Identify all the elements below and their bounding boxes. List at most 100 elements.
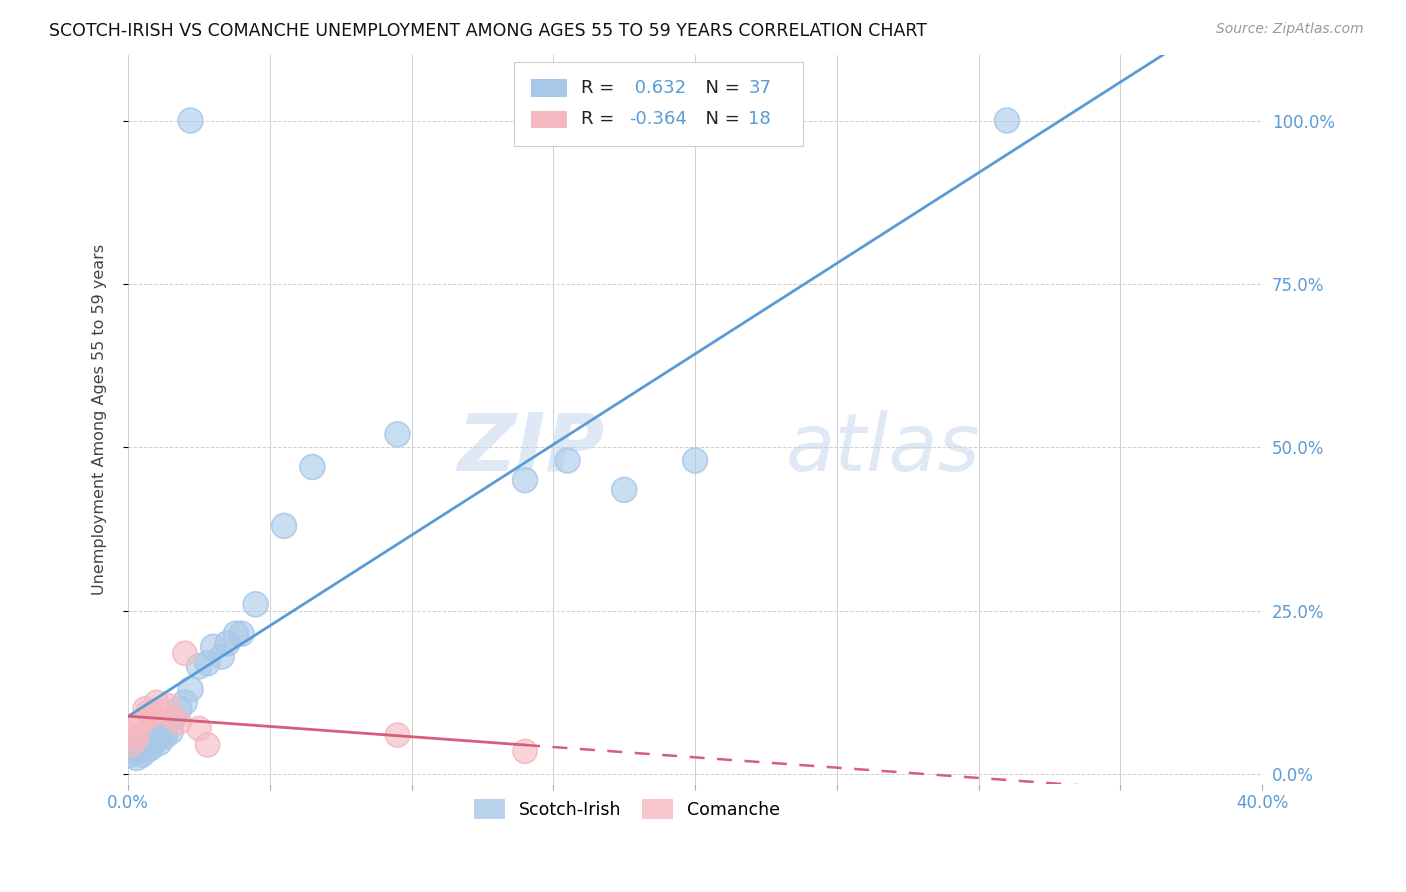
Point	[273, 519, 295, 533]
Point	[139, 708, 162, 723]
Point	[683, 453, 706, 467]
Text: atlas: atlas	[786, 409, 980, 488]
Point	[145, 695, 167, 709]
Point	[134, 738, 156, 752]
Text: SCOTCH-IRISH VS COMANCHE UNEMPLOYMENT AMONG AGES 55 TO 59 YEARS CORRELATION CHAR: SCOTCH-IRISH VS COMANCHE UNEMPLOYMENT AM…	[49, 22, 927, 40]
Point	[995, 113, 1018, 128]
Point	[128, 718, 150, 732]
FancyBboxPatch shape	[530, 79, 567, 96]
Point	[145, 695, 167, 709]
Point	[173, 695, 195, 709]
Text: 18: 18	[748, 111, 770, 128]
Point	[125, 741, 148, 756]
Point	[180, 113, 202, 128]
Point	[167, 702, 190, 716]
Point	[188, 659, 211, 673]
Point	[273, 519, 295, 533]
Point	[131, 714, 153, 729]
Text: R =: R =	[581, 79, 620, 97]
Point	[387, 728, 409, 742]
Point	[173, 646, 195, 660]
Point	[387, 728, 409, 742]
Point	[131, 714, 153, 729]
Point	[245, 597, 267, 611]
FancyBboxPatch shape	[513, 62, 803, 146]
Point	[995, 113, 1018, 128]
Point	[120, 738, 142, 752]
Point	[120, 747, 142, 762]
Point	[162, 712, 184, 726]
Point	[197, 656, 219, 670]
Point	[159, 724, 181, 739]
Point	[202, 640, 225, 654]
Point	[557, 453, 579, 467]
Point	[683, 453, 706, 467]
Point	[125, 751, 148, 765]
Text: 37: 37	[748, 79, 772, 97]
Point	[167, 714, 190, 729]
Point	[153, 730, 176, 744]
Point	[180, 682, 202, 697]
Point	[202, 640, 225, 654]
Point	[513, 744, 536, 758]
Point	[167, 702, 190, 716]
Point	[134, 738, 156, 752]
Point	[145, 731, 167, 746]
Point	[150, 728, 173, 742]
Point	[150, 705, 173, 719]
Point	[231, 626, 253, 640]
Point	[153, 730, 176, 744]
Point	[125, 731, 148, 746]
Point	[513, 744, 536, 758]
Point	[150, 728, 173, 742]
Point	[245, 597, 267, 611]
Point	[513, 473, 536, 487]
Point	[188, 722, 211, 736]
Point	[139, 741, 162, 756]
Point	[301, 460, 323, 475]
Point	[131, 747, 153, 762]
Point	[136, 705, 159, 719]
Point	[142, 734, 165, 748]
Point	[211, 649, 233, 664]
Text: 0.632: 0.632	[630, 79, 686, 97]
Point	[387, 427, 409, 442]
Point	[188, 659, 211, 673]
Point	[148, 736, 170, 750]
Point	[557, 453, 579, 467]
Point	[120, 747, 142, 762]
Point	[231, 626, 253, 640]
Point	[173, 695, 195, 709]
Point	[125, 751, 148, 765]
Point	[131, 747, 153, 762]
Point	[142, 734, 165, 748]
Point	[131, 739, 153, 754]
Point	[122, 744, 145, 758]
Point	[136, 742, 159, 756]
Point	[162, 712, 184, 726]
Point	[156, 698, 179, 713]
Point	[136, 705, 159, 719]
Point	[197, 738, 219, 752]
Point	[128, 718, 150, 732]
Point	[180, 113, 202, 128]
Point	[162, 712, 184, 726]
Point	[211, 649, 233, 664]
Point	[613, 483, 636, 497]
Point	[167, 714, 190, 729]
Point	[128, 742, 150, 756]
Point	[145, 731, 167, 746]
Point	[139, 741, 162, 756]
Legend: Scotch-Irish, Comanche: Scotch-Irish, Comanche	[467, 792, 787, 826]
Point	[131, 739, 153, 754]
Point	[134, 702, 156, 716]
Point	[122, 744, 145, 758]
Point	[122, 728, 145, 742]
FancyBboxPatch shape	[530, 111, 567, 128]
Point	[134, 702, 156, 716]
Y-axis label: Unemployment Among Ages 55 to 59 years: Unemployment Among Ages 55 to 59 years	[93, 244, 107, 595]
Point	[125, 731, 148, 746]
Point	[225, 626, 247, 640]
Point	[301, 460, 323, 475]
Point	[513, 473, 536, 487]
